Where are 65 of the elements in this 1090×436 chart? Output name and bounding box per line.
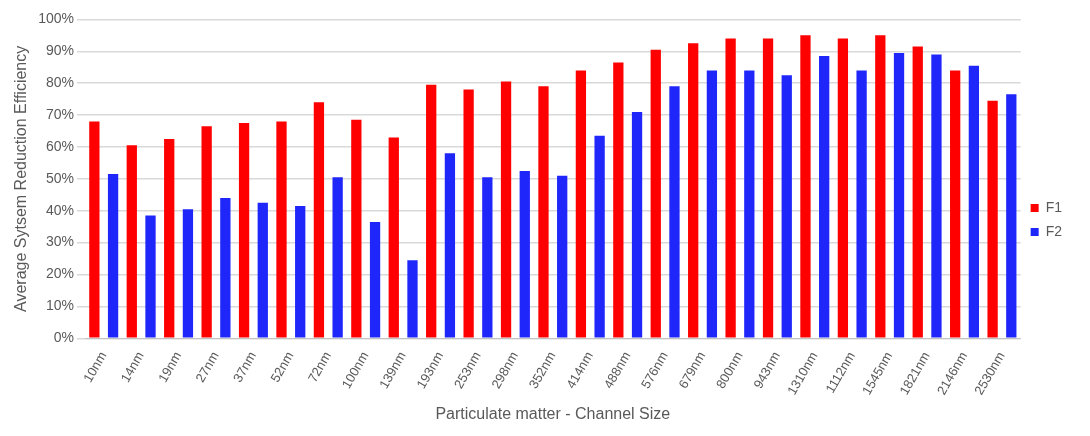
bar xyxy=(706,70,718,338)
bar xyxy=(444,153,456,338)
y-tick-label: 0% xyxy=(53,329,75,346)
bar xyxy=(257,202,268,338)
bar xyxy=(313,102,325,338)
y-tick-label: 30% xyxy=(45,233,75,250)
bar xyxy=(893,52,905,338)
bar xyxy=(295,205,306,338)
bar xyxy=(800,35,811,338)
bar xyxy=(762,38,774,338)
y-tick-label: 100% xyxy=(38,10,75,27)
bar xyxy=(631,111,643,338)
bar xyxy=(426,84,437,338)
bar xyxy=(388,137,399,338)
bar xyxy=(613,62,624,338)
bar xyxy=(950,70,961,338)
bar xyxy=(744,70,755,338)
bar xyxy=(126,145,137,338)
bar xyxy=(463,89,474,338)
bar xyxy=(369,221,381,338)
bar xyxy=(837,38,849,338)
y-axis-title: Average Sytsem Reduction Efficiency xyxy=(12,45,30,312)
bar xyxy=(407,260,418,338)
legend-label: F1 xyxy=(1045,198,1063,215)
bar xyxy=(575,70,587,338)
bar xyxy=(220,197,231,338)
legend-label: F2 xyxy=(1045,222,1063,239)
y-tick-label: 20% xyxy=(45,265,75,282)
bar xyxy=(164,138,175,338)
bar xyxy=(557,175,568,338)
bar xyxy=(351,119,362,338)
bar xyxy=(594,135,605,338)
bar xyxy=(238,123,250,338)
y-tick-label: 90% xyxy=(45,42,75,59)
y-tick-label: 80% xyxy=(45,74,75,91)
bar xyxy=(987,100,998,338)
y-tick-label: 60% xyxy=(45,137,75,154)
bar xyxy=(1006,94,1017,338)
y-tick-label: 50% xyxy=(45,169,75,186)
bar xyxy=(931,54,942,338)
bar xyxy=(145,215,156,338)
y-tick-label: 70% xyxy=(45,105,75,122)
bar xyxy=(725,38,736,338)
bar xyxy=(688,43,699,338)
y-tick-label: 10% xyxy=(45,297,75,314)
bar xyxy=(538,86,549,338)
bar xyxy=(107,174,119,338)
bar xyxy=(669,86,680,338)
bar xyxy=(89,121,100,338)
bar xyxy=(519,170,530,338)
bar xyxy=(182,209,194,338)
bar xyxy=(500,81,512,338)
bar xyxy=(875,35,886,338)
bar xyxy=(968,65,980,338)
bar xyxy=(201,126,212,338)
bar xyxy=(650,49,661,338)
y-tick-label: 40% xyxy=(45,201,75,218)
bar xyxy=(482,177,493,338)
bar xyxy=(276,121,287,338)
bar xyxy=(781,75,792,338)
bar xyxy=(819,56,830,338)
bar xyxy=(856,70,867,338)
bar xyxy=(332,177,343,338)
x-axis-title: Particulate matter - Channel Size xyxy=(435,404,671,422)
bar xyxy=(912,46,923,338)
